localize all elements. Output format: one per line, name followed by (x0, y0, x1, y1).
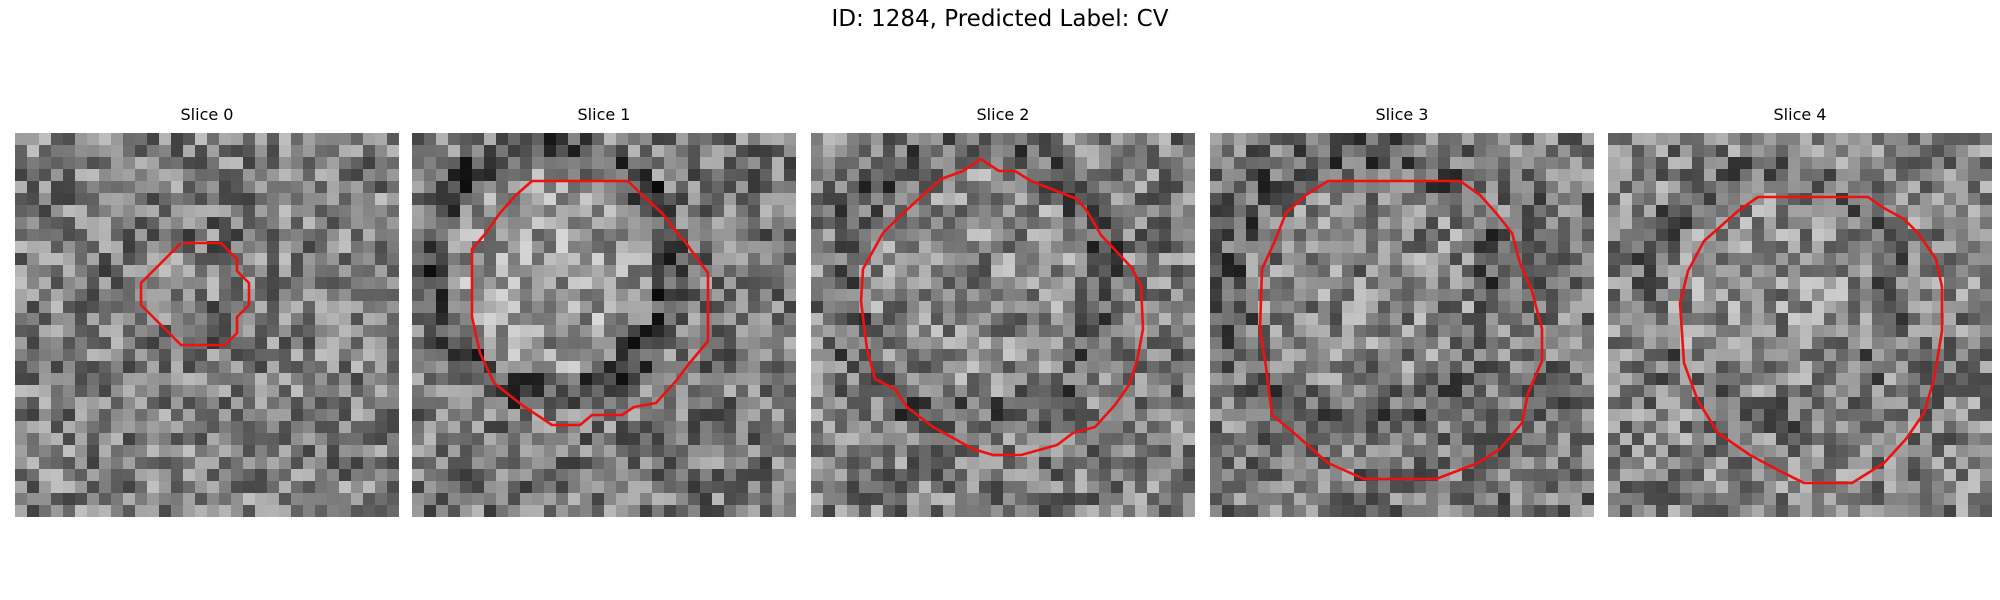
segmentation-contour (139, 241, 251, 347)
segmentation-contour (1678, 195, 1944, 485)
contour-overlay (470, 179, 710, 427)
slice-title: Slice 1 (577, 105, 631, 124)
segmentation-contour (470, 179, 710, 427)
slice-title: Slice 2 (976, 105, 1030, 124)
segmentation-contour (1258, 179, 1544, 481)
slice-title: Slice 0 (180, 105, 234, 124)
slice-image (15, 133, 399, 517)
slice-image (1210, 133, 1594, 517)
slice-image (811, 133, 1195, 517)
figure-title: ID: 1284, Predicted Label: CV (831, 6, 1169, 32)
slice-title: Slice 3 (1375, 105, 1429, 124)
contour-overlay (1258, 179, 1544, 481)
contour-overlay (859, 157, 1145, 457)
contour-overlay (139, 241, 251, 347)
slice-image (412, 133, 796, 517)
contour-overlay (1678, 195, 1944, 485)
segmentation-contour (859, 157, 1145, 457)
slice-title: Slice 4 (1773, 105, 1827, 124)
